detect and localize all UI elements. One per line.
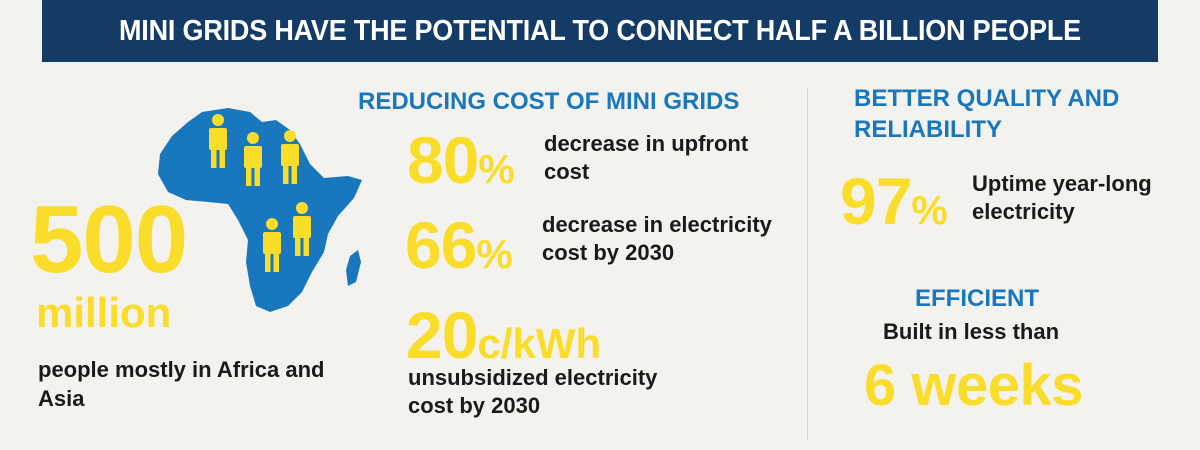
stat-upfront-cost: 80% — [407, 127, 515, 193]
africa-shape — [158, 108, 362, 312]
stat-value: 80 — [407, 123, 479, 197]
stat-suffix: % — [911, 187, 948, 233]
population-unit: million — [36, 289, 172, 336]
stat-unit-cost: 20c/kWh — [406, 302, 601, 368]
stat-unit-cost-description: unsubsidized electricity cost by 2030 — [408, 365, 658, 419]
stat-suffix: % — [478, 146, 515, 192]
person-icon — [281, 130, 299, 184]
stat-value: 66 — [405, 208, 477, 282]
population-value: 500 — [30, 186, 188, 293]
stat-suffix: % — [476, 231, 513, 277]
reducing-cost-title: REDUCING COST OF MINI GRIDS — [358, 88, 740, 115]
efficient-title: EFFICIENT — [915, 285, 1039, 312]
person-icon — [263, 218, 281, 272]
population-description: people mostly in Africa and Asia — [38, 357, 325, 411]
africa-map-icon — [158, 108, 362, 312]
stat-suffix: c/kWh — [477, 320, 602, 367]
quality-title: BETTER QUALITY AND RELIABILITY — [854, 85, 1120, 144]
person-icon — [244, 132, 262, 186]
build-time-value: 6 weeks — [864, 353, 1084, 418]
madagascar-shape — [346, 250, 361, 286]
stat-upfront-description: decrease in upfront cost — [544, 131, 749, 185]
person-icons — [209, 114, 311, 272]
stat-electricity-description: decrease in electricity cost by 2030 — [542, 212, 772, 266]
page-title: MINI GRIDS HAVE THE POTENTIAL TO CONNECT… — [119, 14, 1081, 47]
page-title-banner: MINI GRIDS HAVE THE POTENTIAL TO CONNECT… — [42, 0, 1158, 62]
stat-electricity-cost: 66% — [405, 212, 513, 278]
efficient-intro: Built in less than — [883, 319, 1060, 344]
stat-uptime: 97% — [840, 168, 948, 234]
stat-value: 97 — [840, 164, 912, 238]
stat-value: 20 — [406, 298, 478, 372]
person-icon — [209, 114, 227, 168]
uptime-description: Uptime year-long electricity — [972, 171, 1152, 225]
person-icon — [293, 202, 311, 256]
column-divider — [807, 88, 808, 440]
